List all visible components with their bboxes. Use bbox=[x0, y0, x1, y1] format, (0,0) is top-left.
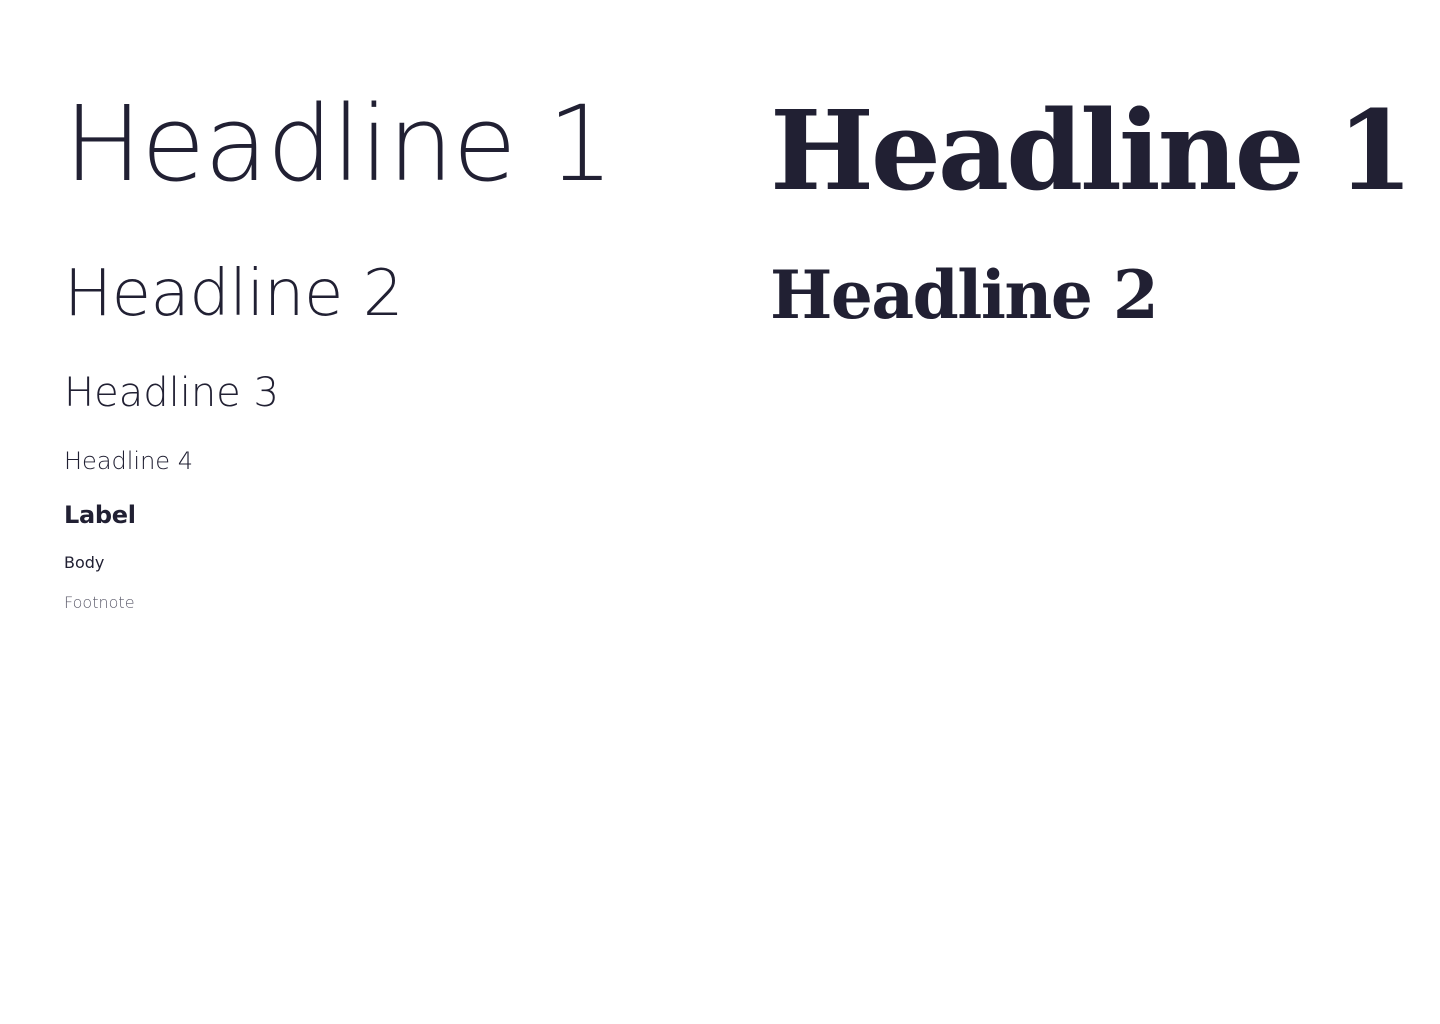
sans-label: Label bbox=[64, 501, 136, 529]
sans-body: Body bbox=[64, 553, 105, 572]
sans-headline-3: Headline 3 bbox=[64, 370, 279, 416]
serif-headline-1: Headline 1 bbox=[770, 86, 1413, 215]
serif-headline-2: Headline 2 bbox=[770, 256, 1159, 334]
sans-footnote: Footnote bbox=[64, 593, 135, 612]
sans-headline-1: Headline 1 bbox=[64, 83, 614, 205]
sans-headline-2: Headline 2 bbox=[64, 257, 403, 331]
sans-headline-4: Headline 4 bbox=[64, 447, 193, 475]
